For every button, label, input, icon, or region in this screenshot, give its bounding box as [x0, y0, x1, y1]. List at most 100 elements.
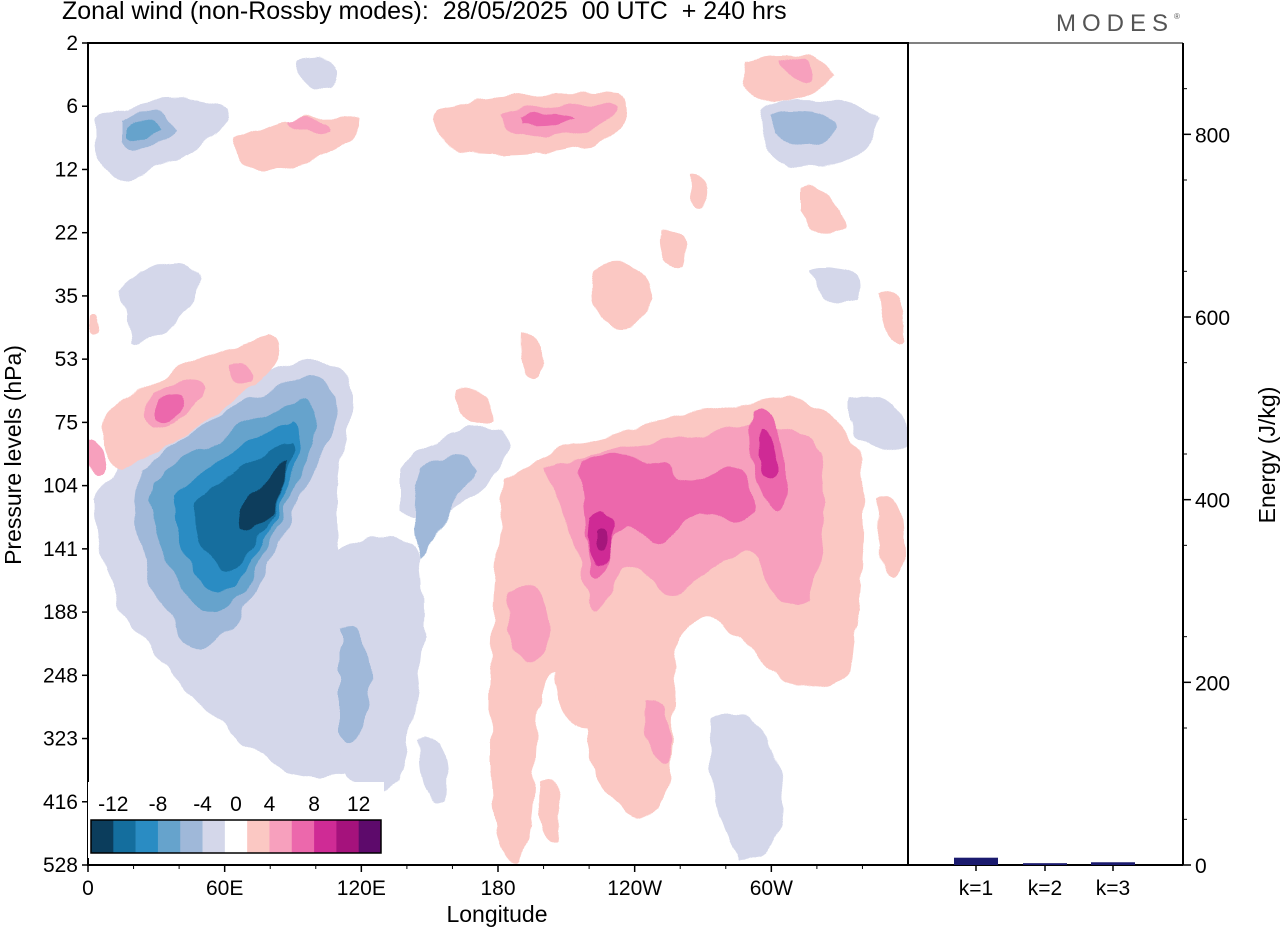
- contour-pos-8: [759, 429, 778, 476]
- contour-pos-6: [580, 454, 755, 578]
- contour-pos-4: [229, 363, 252, 387]
- x-tick-label: 120W: [607, 877, 662, 900]
- y-tick-label: 188: [43, 601, 78, 624]
- energy-tick-label: 0: [1195, 855, 1207, 878]
- y-tick-label: 75: [55, 411, 78, 434]
- colorbar-label: -8: [149, 793, 168, 816]
- contour-pos-6: [520, 113, 575, 127]
- contour-neg-2: [810, 266, 862, 304]
- colorbar-swatch: [314, 820, 337, 853]
- contour-neg-2: [850, 395, 905, 451]
- chart-title: Zonal wind (non-Rossby modes): 28/05/202…: [62, 0, 787, 25]
- x-tick-label: 120E: [337, 877, 386, 900]
- energy-tick-label: 800: [1195, 124, 1230, 147]
- y-tick-label: 248: [43, 664, 78, 687]
- contour-neg-4: [412, 455, 475, 560]
- energy-bar: [1091, 862, 1135, 865]
- colorbar-swatch: [135, 820, 159, 853]
- y-axis-ticks: 2 6 12 22 35 53 75 104 141 188 248 323 416 528: [43, 32, 88, 877]
- colorbar-swatch: [157, 820, 181, 853]
- brand-mark: ®: [1174, 12, 1180, 21]
- colorbar-swatch: [269, 820, 293, 853]
- y-tick-label: 104: [43, 475, 78, 498]
- contour-neg-2: [120, 261, 200, 342]
- contour-pos-4: [88, 439, 104, 476]
- colorbar-label: -12: [98, 793, 128, 816]
- colorbar-label: 0: [230, 793, 242, 816]
- contour-pos-2: [591, 263, 655, 327]
- contour-pos-4: [290, 118, 330, 133]
- y-tick-label: 141: [43, 538, 78, 561]
- contour-neg-4: [340, 625, 370, 745]
- energy-axis-title: Energy (J/kg): [1254, 387, 1280, 524]
- contour-neg-2: [709, 712, 783, 860]
- x-tick-label: 60W: [750, 877, 793, 900]
- colorbar-swatch: [91, 820, 114, 853]
- colorbar-swatch: [180, 820, 203, 853]
- energy-bar: [954, 857, 998, 865]
- contour-pos-2: [658, 229, 685, 266]
- energy-tick-label: 600: [1195, 307, 1230, 330]
- x-axis-title: Longitude: [446, 901, 547, 927]
- colorbar-swatch: [113, 820, 136, 853]
- y-tick-label: 12: [55, 158, 78, 181]
- colorbar-label: 8: [308, 793, 320, 816]
- contour-neg-12: [240, 460, 289, 532]
- contour-pos-2: [519, 329, 542, 378]
- contour-pos-2: [878, 496, 905, 577]
- energy-tick-label: 200: [1195, 672, 1230, 695]
- energy-tick-label: 400: [1195, 490, 1230, 513]
- x-tick-label: 60E: [206, 877, 243, 900]
- colorbar-frame: [90, 819, 382, 854]
- contour-neg-6: [125, 119, 162, 140]
- contour-neg-10: [194, 440, 293, 572]
- x-axis-ticks: 0 60E 120E 180 120W 60W: [82, 865, 863, 900]
- contour-neg-2: [419, 738, 447, 803]
- energy-bar: [1023, 863, 1067, 865]
- colorbar-swatch: [291, 820, 315, 853]
- contour-pos-4: [780, 58, 813, 81]
- wind-field: [88, 55, 905, 862]
- colorbar-swatch: [224, 820, 248, 853]
- energy-category-label: k=2: [1028, 877, 1062, 900]
- contour-pos-2: [689, 174, 708, 206]
- y-tick-label: 528: [43, 854, 78, 877]
- contour-pos-2: [455, 386, 491, 424]
- contour-pos-2: [89, 314, 100, 336]
- y-tick-label: 6: [66, 95, 78, 118]
- energy-axis-ticks: 0 200 400 600 800: [1183, 88, 1230, 878]
- y-tick-label: 35: [55, 285, 78, 308]
- y-tick-label: 323: [43, 728, 78, 751]
- contour-neg-4: [770, 110, 840, 146]
- contour-pos-2: [880, 289, 905, 343]
- energy-bars: k=1 k=2 k=3: [954, 857, 1135, 900]
- contour-pos-4: [506, 584, 550, 661]
- contour-pos-2: [555, 618, 597, 728]
- x-tick-label: 180: [480, 877, 515, 900]
- energy-category-label: k=3: [1096, 877, 1130, 900]
- colorbar-label: 4: [264, 793, 276, 816]
- energy-category-label: k=1: [959, 877, 993, 900]
- contour-pos-6: [158, 395, 186, 424]
- contour-neg-2: [299, 57, 339, 91]
- contour-pos-10: [596, 526, 609, 551]
- contour-pos-2: [800, 187, 845, 234]
- y-axis-title: Pressure levels (hPa): [0, 345, 26, 565]
- colorbar-swatch: [358, 820, 382, 853]
- colorbar-swatch: [202, 820, 226, 853]
- x-tick-label: 0: [82, 877, 94, 900]
- y-tick-label: 22: [55, 222, 78, 245]
- modes-logo: MODES®: [1056, 10, 1180, 38]
- contour-pos-4: [644, 699, 672, 763]
- contour-pos-2: [741, 55, 835, 102]
- colorbar-label: 12: [347, 793, 370, 816]
- y-tick-label: 416: [43, 791, 78, 814]
- y-tick-label: 53: [55, 348, 78, 371]
- y-tick-label: 2: [66, 32, 78, 55]
- brand-text: MODES: [1056, 10, 1175, 37]
- colorbar-label: -4: [193, 793, 212, 816]
- colorbar: -12 -8 -4 0 4 8 12: [88, 782, 384, 858]
- contour-pos-2: [538, 779, 562, 842]
- colorbar-swatch: [247, 820, 270, 853]
